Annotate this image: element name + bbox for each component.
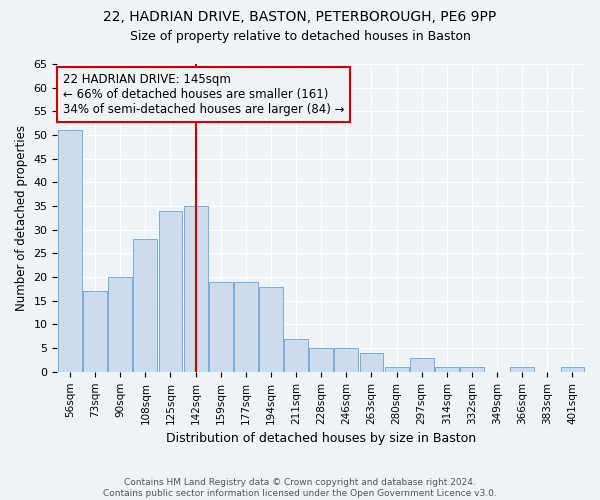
- Bar: [410, 358, 434, 372]
- Bar: [385, 367, 409, 372]
- Y-axis label: Number of detached properties: Number of detached properties: [15, 125, 28, 311]
- Text: 22 HADRIAN DRIVE: 145sqm
← 66% of detached houses are smaller (161)
34% of semi-: 22 HADRIAN DRIVE: 145sqm ← 66% of detach…: [62, 73, 344, 116]
- X-axis label: Distribution of detached houses by size in Baston: Distribution of detached houses by size …: [166, 432, 476, 445]
- Bar: [460, 367, 484, 372]
- Bar: [234, 282, 258, 372]
- Text: 22, HADRIAN DRIVE, BASTON, PETERBOROUGH, PE6 9PP: 22, HADRIAN DRIVE, BASTON, PETERBOROUGH,…: [103, 10, 497, 24]
- Bar: [259, 286, 283, 372]
- Bar: [184, 206, 208, 372]
- Bar: [83, 292, 107, 372]
- Bar: [133, 239, 157, 372]
- Bar: [334, 348, 358, 372]
- Bar: [108, 277, 132, 372]
- Bar: [58, 130, 82, 372]
- Bar: [158, 211, 182, 372]
- Bar: [209, 282, 233, 372]
- Bar: [284, 338, 308, 372]
- Bar: [560, 367, 584, 372]
- Bar: [435, 367, 459, 372]
- Bar: [510, 367, 534, 372]
- Bar: [359, 353, 383, 372]
- Text: Contains HM Land Registry data © Crown copyright and database right 2024.
Contai: Contains HM Land Registry data © Crown c…: [103, 478, 497, 498]
- Bar: [309, 348, 333, 372]
- Text: Size of property relative to detached houses in Baston: Size of property relative to detached ho…: [130, 30, 470, 43]
